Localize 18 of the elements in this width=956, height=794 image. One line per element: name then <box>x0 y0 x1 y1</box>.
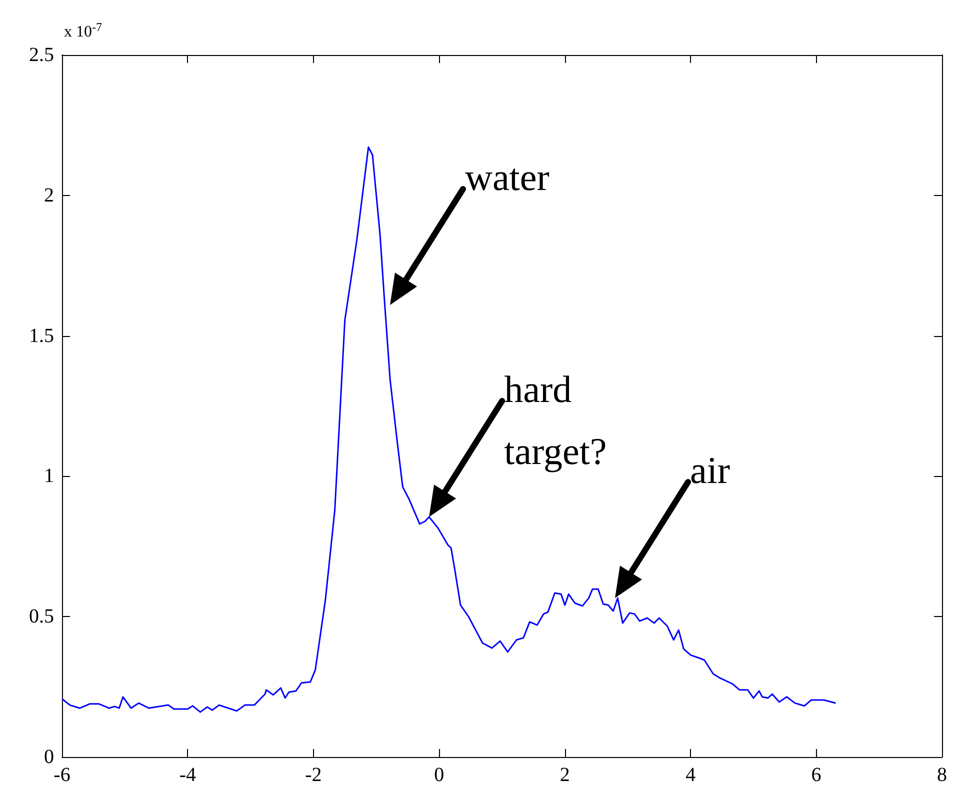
y-tick-label: 0 <box>44 746 54 768</box>
annotation: air <box>690 450 730 492</box>
x-tick-label: -2 <box>305 764 322 786</box>
y-tick-label: 1 <box>44 465 54 488</box>
y-tick-label: 2 <box>44 184 54 206</box>
annotation: hard target? <box>504 368 607 473</box>
y-tick-label: 0.5 <box>29 606 54 628</box>
y-tick-label: 2.5 <box>29 44 54 66</box>
x-tick-label: -4 <box>179 764 196 786</box>
x-tick-label: 8 <box>937 764 947 786</box>
x-tick-label: 2 <box>560 764 570 786</box>
x-tick-label: 4 <box>686 764 696 786</box>
y-tick-label: 1.5 <box>29 324 54 347</box>
x-tick-label: 6 <box>811 764 822 786</box>
line-series <box>61 146 837 713</box>
x-tick-label: 0 <box>434 764 444 786</box>
annotation: water <box>465 157 550 199</box>
x-tick-label: -6 <box>54 764 70 786</box>
